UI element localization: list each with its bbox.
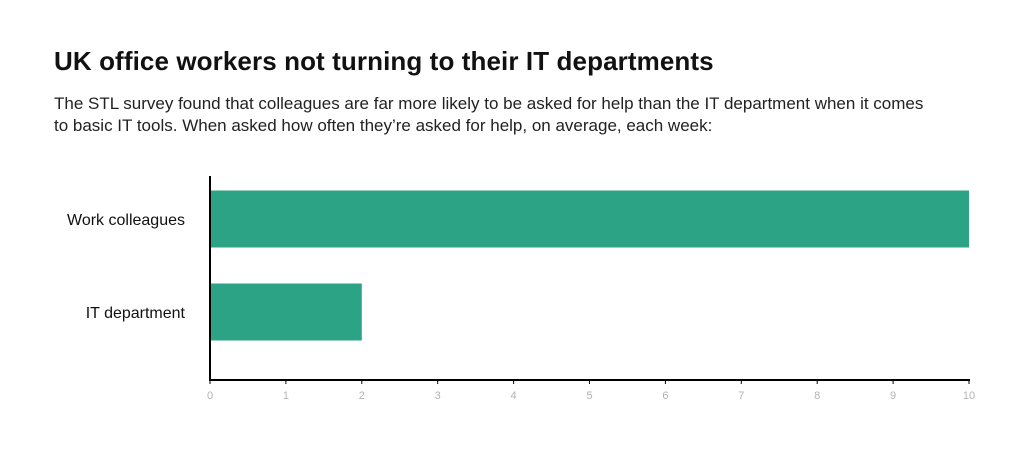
x-axis-ticks: 0 1 2 3 4 5 6 7 8 9 10: [207, 380, 975, 402]
chart-title: UK office workers not turning to their I…: [54, 46, 714, 76]
bar-work-colleagues: [210, 190, 969, 248]
x-tick-label: 3: [435, 390, 441, 402]
bar-it-department: [210, 283, 362, 341]
bars-layer: [210, 190, 969, 341]
category-labels: Work colleagues IT department: [67, 212, 186, 322]
x-tick-label: 4: [511, 390, 517, 402]
chart-subtitle: The STL survey found that colleagues are…: [54, 94, 924, 135]
x-tick-label: 9: [890, 390, 896, 402]
category-label: IT department: [86, 305, 186, 322]
x-tick-label: 6: [662, 390, 668, 402]
x-tick-label: 8: [814, 390, 820, 402]
x-tick-label: 10: [963, 390, 975, 402]
x-tick-label: 1: [283, 390, 289, 402]
x-tick-label: 7: [738, 390, 744, 402]
x-tick-label: 5: [586, 390, 592, 402]
category-label: Work colleagues: [67, 212, 185, 229]
x-tick-label: 2: [359, 390, 365, 402]
x-tick-label: 0: [207, 390, 213, 402]
